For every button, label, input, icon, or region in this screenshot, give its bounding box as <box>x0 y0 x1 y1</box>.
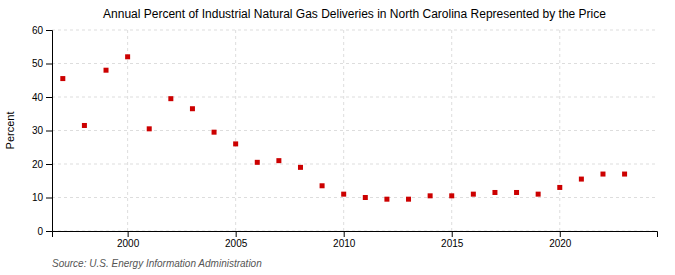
tick-label: 20 <box>32 159 44 170</box>
point <box>384 197 389 202</box>
tick-mark <box>128 231 129 237</box>
tick: 50 <box>32 58 52 69</box>
tick-label: 2005 <box>225 238 248 249</box>
tick: 10 <box>32 192 52 203</box>
tick-mark <box>344 231 345 237</box>
tick: 2015 <box>441 231 464 249</box>
point <box>82 123 87 128</box>
tick: 40 <box>32 92 52 103</box>
tick: 20 <box>32 159 52 170</box>
point <box>341 192 346 197</box>
tick: 2020 <box>549 231 572 249</box>
point <box>406 197 411 202</box>
point <box>320 183 325 188</box>
tick-mark <box>46 64 52 65</box>
x-grid-line <box>343 30 344 231</box>
point <box>492 190 497 195</box>
tick-mark <box>46 164 52 165</box>
y-grid-line <box>52 164 657 165</box>
tick: 30 <box>32 125 52 136</box>
y-grid-line <box>52 30 657 31</box>
point <box>536 192 541 197</box>
x-grid-line <box>235 30 236 231</box>
point <box>449 193 454 198</box>
point <box>168 96 173 101</box>
tick-label: 60 <box>32 25 44 36</box>
point <box>428 193 433 198</box>
point <box>298 165 303 170</box>
tick-mark <box>46 97 52 98</box>
tick: 0 <box>37 226 52 237</box>
point <box>622 172 627 177</box>
x-grid-line <box>451 30 452 231</box>
y-grid-line <box>52 97 657 98</box>
tick-label: 2010 <box>333 238 356 249</box>
tick-mark <box>452 231 453 237</box>
tick-label: 30 <box>32 125 44 136</box>
x-grid-line <box>559 30 560 231</box>
tick-mark <box>236 231 237 237</box>
tick: 2010 <box>333 231 356 249</box>
point <box>147 126 152 131</box>
tick-mark <box>46 231 52 232</box>
chart: 2000 2005 2010 2015 2020 0 10 20 30 40 50 60 Annual … <box>0 0 675 275</box>
tick-label: 50 <box>32 58 44 69</box>
tick: 60 <box>32 25 52 36</box>
x-axis: 2000 2005 2010 2015 2020 <box>53 231 658 249</box>
point <box>233 141 238 146</box>
point <box>104 68 109 73</box>
tick-mark <box>560 231 561 237</box>
tick-mark <box>46 198 52 199</box>
point <box>255 160 260 165</box>
tick-label: 2020 <box>549 238 572 249</box>
tick: 2000 <box>117 231 140 249</box>
point <box>60 76 65 81</box>
y-grid-line <box>52 63 657 64</box>
point <box>579 177 584 182</box>
tick-mark <box>46 131 52 132</box>
point <box>471 192 476 197</box>
point <box>190 106 195 111</box>
points <box>60 54 627 201</box>
point <box>212 130 217 135</box>
point <box>557 185 562 190</box>
point <box>125 54 130 59</box>
axis-line <box>46 31 53 232</box>
y-grid-line <box>52 197 657 198</box>
tick-label: 40 <box>32 92 44 103</box>
tick-label: 10 <box>32 192 44 203</box>
y-axis: 0 10 20 30 40 50 60 <box>32 25 53 237</box>
x-grid-line <box>127 30 128 231</box>
title: Annual Percent of Industrial Natural Gas… <box>103 7 606 21</box>
y-grid-line <box>52 130 657 131</box>
tick-label: 2000 <box>117 238 140 249</box>
source: Source: U.S. Energy Information Administ… <box>52 258 262 269</box>
tick-label: 2015 <box>441 238 464 249</box>
point <box>600 172 605 177</box>
tick: 2005 <box>225 231 248 249</box>
tick-mark <box>46 30 52 31</box>
point <box>276 158 281 163</box>
grid <box>52 30 657 231</box>
point <box>363 195 368 200</box>
point <box>514 190 519 195</box>
plot: 2000 2005 2010 2015 2020 0 10 20 30 40 50 60 <box>32 25 658 249</box>
tick-label: 0 <box>37 226 43 237</box>
axis-line <box>53 232 658 238</box>
y-axis-label: Percent <box>4 112 16 150</box>
